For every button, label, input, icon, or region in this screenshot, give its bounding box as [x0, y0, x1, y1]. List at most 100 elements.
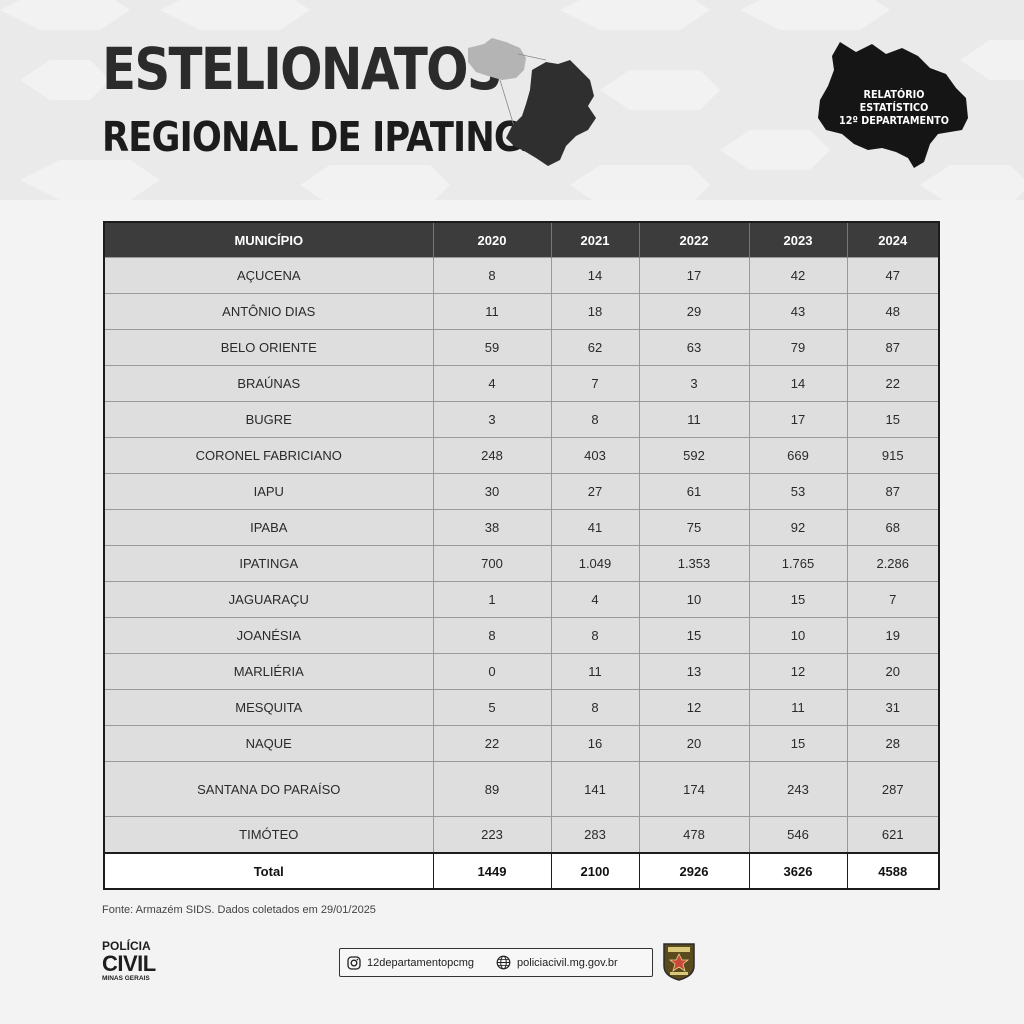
table-row: MESQUITA 5 8 12 11 31 — [104, 689, 940, 726]
website-link[interactable]: policiacivil.mg.gov.br — [496, 955, 618, 970]
column-header: MUNICÍPIO — [104, 222, 434, 258]
municipality-cell: BUGRE — [104, 401, 434, 438]
municipality-cell: CORONEL FABRICIANO — [104, 437, 434, 474]
value-cell: 478 — [639, 816, 750, 853]
column-header: 2020 — [433, 222, 552, 258]
value-cell: 89 — [433, 761, 552, 817]
table-row: TIMÓTEO 223 283 478 546 621 — [104, 816, 940, 853]
value-cell: 141 — [551, 761, 640, 817]
value-cell: 87 — [847, 329, 940, 366]
website-url: policiacivil.mg.gov.br — [517, 956, 618, 969]
value-cell: 669 — [749, 437, 848, 474]
value-cell: 63 — [639, 329, 750, 366]
total-value: 2926 — [639, 852, 750, 889]
value-cell: 283 — [551, 816, 640, 853]
value-cell: 403 — [551, 437, 640, 474]
table-row: IAPU 30 27 61 53 87 — [104, 473, 940, 510]
value-cell: 43 — [749, 293, 848, 330]
table-row: BRAÚNAS 4 7 3 14 22 — [104, 365, 940, 402]
value-cell: 59 — [433, 329, 552, 366]
value-cell: 15 — [749, 581, 848, 618]
policia-civil-logo: POLÍCIA CIVIL MINAS GERAIS — [102, 939, 156, 982]
value-cell: 15 — [639, 617, 750, 654]
report-label: RELATÓRIO ESTATÍSTICO 12º DEPARTAMENTO — [839, 89, 949, 127]
total-value: 2100 — [551, 852, 640, 889]
value-cell: 8 — [551, 401, 640, 438]
value-cell: 20 — [639, 725, 750, 762]
value-cell: 27 — [551, 473, 640, 510]
value-cell: 243 — [749, 761, 848, 817]
total-row: Total 1449 2100 2926 3626 4588 — [104, 852, 940, 889]
value-cell: 15 — [847, 401, 940, 438]
value-cell: 546 — [749, 816, 848, 853]
value-cell: 14 — [749, 365, 848, 402]
table-row: CORONEL FABRICIANO 248 403 592 669 915 — [104, 437, 940, 474]
value-cell: 5 — [433, 689, 552, 726]
value-cell: 79 — [749, 329, 848, 366]
value-cell: 223 — [433, 816, 552, 853]
table-row: MARLIÉRIA 0 11 13 12 20 — [104, 653, 940, 690]
municipality-cell: SANTANA DO PARAÍSO — [104, 761, 434, 817]
total-value: 1449 — [433, 852, 552, 889]
value-cell: 15 — [749, 725, 848, 762]
value-cell: 11 — [551, 653, 640, 690]
table-row: IPABA 38 41 75 92 68 — [104, 509, 940, 546]
value-cell: 1.765 — [749, 545, 848, 582]
municipality-cell: JOANÉSIA — [104, 617, 434, 654]
municipality-cell: BRAÚNAS — [104, 365, 434, 402]
municipality-cell: TIMÓTEO — [104, 816, 434, 853]
state-map-badge-icon — [818, 42, 968, 168]
value-cell: 8 — [433, 257, 552, 294]
value-cell: 4 — [551, 581, 640, 618]
table-header-row: MUNICÍPIO 2020 2021 2022 2023 2024 — [104, 222, 940, 258]
table-row: AÇUCENA 8 14 17 42 47 — [104, 257, 940, 294]
value-cell: 915 — [847, 437, 940, 474]
value-cell: 621 — [847, 816, 940, 853]
municipality-cell: MESQUITA — [104, 689, 434, 726]
value-cell: 68 — [847, 509, 940, 546]
page-subtitle: REGIONAL DE IPATINGA — [102, 113, 549, 161]
globe-icon — [496, 955, 511, 970]
value-cell: 12 — [639, 689, 750, 726]
fraud-statistics-table: MUNICÍPIO 2020 2021 2022 2023 2024 AÇUCE… — [103, 221, 940, 890]
table-row: NAQUE 22 16 20 15 28 — [104, 725, 940, 762]
instagram-link[interactable]: 12departamentopcmg — [347, 955, 474, 970]
table-row: JOANÉSIA 8 8 15 10 19 — [104, 617, 940, 654]
value-cell: 30 — [433, 473, 552, 510]
total-value: 4588 — [847, 852, 940, 889]
municipality-cell: JAGUARAÇU — [104, 581, 434, 618]
page-title: ESTELIONATOS — [102, 35, 503, 103]
value-cell: 1.353 — [639, 545, 750, 582]
value-cell: 248 — [433, 437, 552, 474]
table-row: BELO ORIENTE 59 62 63 79 87 — [104, 329, 940, 366]
value-cell: 53 — [749, 473, 848, 510]
municipality-cell: AÇUCENA — [104, 257, 434, 294]
column-header: 2021 — [551, 222, 640, 258]
value-cell: 61 — [639, 473, 750, 510]
value-cell: 62 — [551, 329, 640, 366]
value-cell: 287 — [847, 761, 940, 817]
value-cell: 1 — [433, 581, 552, 618]
instagram-icon — [347, 955, 361, 970]
value-cell: 92 — [749, 509, 848, 546]
value-cell: 48 — [847, 293, 940, 330]
value-cell: 8 — [433, 617, 552, 654]
value-cell: 17 — [639, 257, 750, 294]
table-row: BUGRE 3 8 11 17 15 — [104, 401, 940, 438]
value-cell: 17 — [749, 401, 848, 438]
column-header: 2022 — [639, 222, 750, 258]
municipality-cell: IPATINGA — [104, 545, 434, 582]
column-header: 2023 — [749, 222, 848, 258]
contact-box: 12departamentopcmg policiacivil.mg.gov.b… — [339, 948, 653, 977]
municipality-cell: IAPU — [104, 473, 434, 510]
value-cell: 13 — [639, 653, 750, 690]
value-cell: 7 — [551, 365, 640, 402]
value-cell: 14 — [551, 257, 640, 294]
value-cell: 7 — [847, 581, 940, 618]
value-cell: 4 — [433, 365, 552, 402]
data-source-note: Fonte: Armazém SIDS. Dados coletados em … — [102, 904, 376, 916]
table-row: JAGUARAÇU 1 4 10 15 7 — [104, 581, 940, 618]
table-row: SANTANA DO PARAÍSO 89 141 174 243 287 — [104, 761, 940, 817]
value-cell: 8 — [551, 617, 640, 654]
value-cell: 1.049 — [551, 545, 640, 582]
